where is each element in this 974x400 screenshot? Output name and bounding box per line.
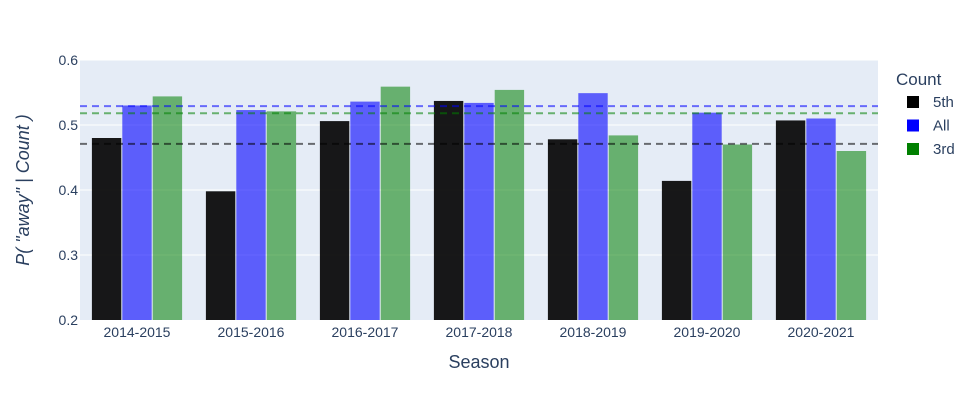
bar-All-2020-2021 [806,118,836,320]
y-tick-label: 0.5 [59,117,79,133]
bar-5th-2014-2015 [91,138,122,320]
legend: Count 5th All 3rd [896,70,955,158]
bars [91,86,867,321]
bar-5th-2019-2020 [661,180,692,320]
x-tick-label: 2020-2021 [788,324,855,340]
x-tick-labels: 2014-2015 2015-2016 2016-2017 2017-2018 2018… [104,324,855,340]
bar-All-2014-2015 [122,105,152,320]
legend-title: Count [896,70,942,89]
bar-All-2017-2018 [464,102,494,321]
legend-label-3rd[interactable]: 3rd [933,141,955,158]
legend-swatch-All[interactable] [907,119,919,132]
y-tick-label: 0.2 [59,312,79,328]
bar-3rd-2019-2020 [722,144,753,320]
x-tick-label: 2017-2018 [446,324,513,340]
bar-5th-2015-2016 [205,191,236,320]
bar-5th-2020-2021 [775,120,806,320]
y-tick-label: 0.6 [59,52,79,68]
bar-3rd-2015-2016 [266,111,297,320]
legend-swatch-3rd[interactable] [907,143,919,155]
bar-3rd-2017-2018 [494,89,525,321]
x-tick-label: 2018-2019 [560,324,627,340]
bar-5th-2017-2018 [433,100,464,320]
bar-3rd-2020-2021 [836,151,867,320]
bar-All-2015-2016 [236,110,266,320]
x-tick-label: 2015-2016 [218,324,285,340]
x-tick-label: 2016-2017 [332,324,399,340]
y-axis-title: P( "away" | Count ) [13,114,33,266]
bar-3rd-2018-2019 [608,135,639,320]
y-tick-label: 0.3 [59,247,79,263]
bar-5th-2016-2017 [319,121,350,320]
legend-label-All[interactable]: All [933,118,950,135]
reference-lines [80,105,878,145]
legend-swatch-5th[interactable] [907,96,919,108]
bar-3rd-2016-2017 [380,86,411,321]
bar-All-2019-2020 [692,112,722,321]
x-tick-label: 2014-2015 [104,324,171,340]
y-tick-labels: 0.2 0.3 0.4 0.5 0.6 [59,52,79,328]
bar-5th-2018-2019 [547,139,578,320]
bar-All-2018-2019 [578,93,608,321]
legend-label-5th[interactable]: 5th [933,94,954,111]
y-tick-label: 0.4 [59,182,79,198]
bar-3rd-2014-2015 [152,96,183,321]
x-tick-label: 2019-2020 [674,324,741,340]
x-axis-title: Season [448,352,509,372]
bar-All-2016-2017 [350,101,380,320]
